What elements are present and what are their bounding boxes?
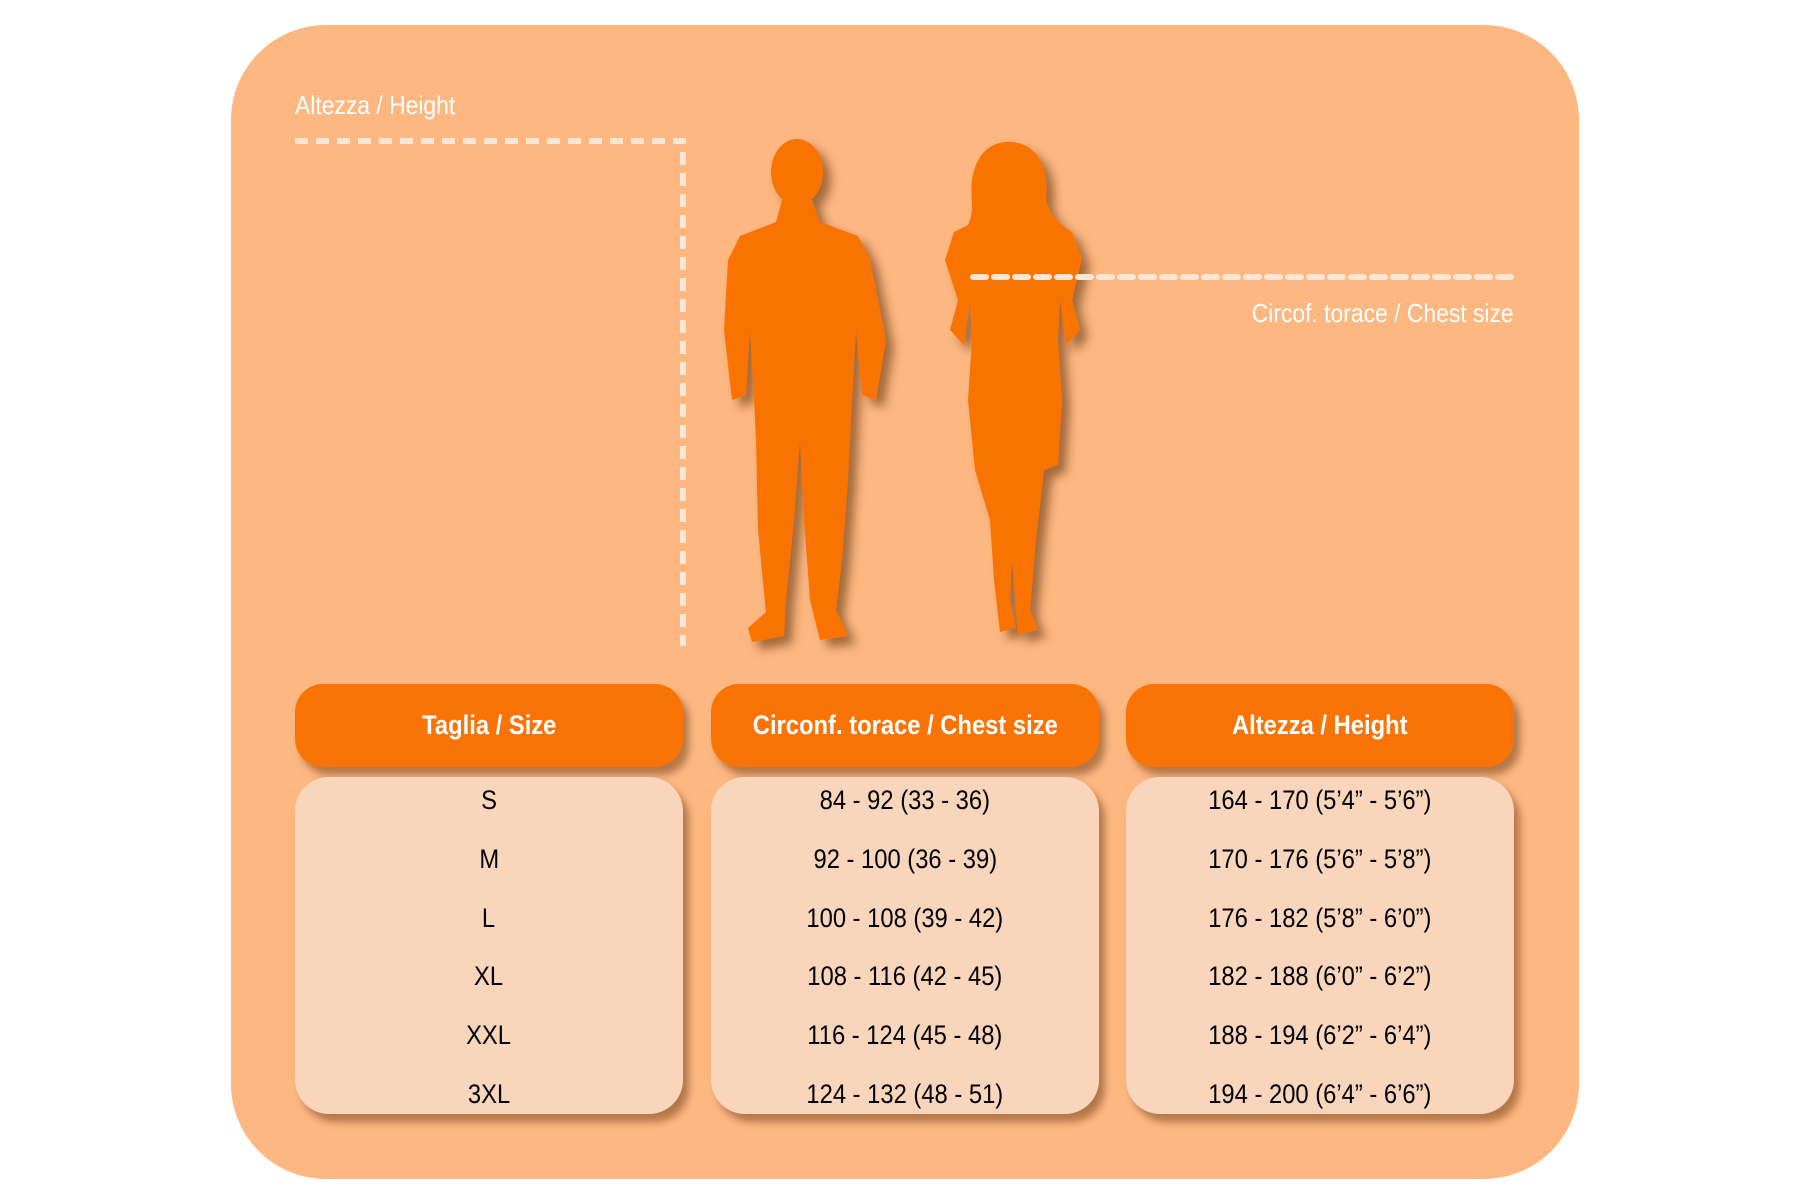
cell-text: 108 - 116 (42 - 45) [807, 961, 1003, 991]
table-cell: 100 - 108 (39 - 42) [711, 903, 1099, 934]
table-cell: XL [295, 961, 683, 992]
column-header: Altezza / Height [1126, 684, 1514, 767]
table-cell: 164 - 170 (5’4” - 5’6”) [1126, 785, 1514, 816]
cell-text: 170 - 176 (5’6” - 5’8”) [1208, 844, 1432, 874]
header-text: Altezza / Height [1232, 710, 1408, 740]
cell-text: M [479, 844, 499, 874]
cell-text: 116 - 124 (45 - 48) [807, 1020, 1003, 1050]
man-silhouette [724, 139, 886, 642]
cell-text: L [482, 903, 496, 933]
table-cell: 92 - 100 (36 - 39) [711, 844, 1099, 875]
cell-text: 100 - 108 (39 - 42) [806, 903, 1004, 933]
table-cell: 194 - 200 (6’4” - 6’6”) [1126, 1079, 1514, 1110]
cell-text: 3XL [467, 1079, 511, 1109]
table-cell: 188 - 194 (6’2” - 6’4”) [1126, 1020, 1514, 1051]
table-cell: S [295, 785, 683, 816]
cell-text: 188 - 194 (6’2” - 6’4”) [1208, 1020, 1432, 1050]
cell-text: 92 - 100 (36 - 39) [813, 844, 997, 874]
table-cell: 182 - 188 (6’0” - 6’2”) [1126, 961, 1514, 992]
table-cell: 108 - 116 (42 - 45) [711, 961, 1099, 992]
column-header: Circonf. torace / Chest size [711, 684, 1099, 767]
table-cell: 84 - 92 (33 - 36) [711, 785, 1099, 816]
table-cell: M [295, 844, 683, 875]
cell-text: 176 - 182 (5’8” - 6’0”) [1208, 903, 1432, 933]
column-body: 84 - 92 (33 - 36) 92 - 100 (36 - 39) 100 -… [711, 777, 1099, 1114]
table-cell: XXL [295, 1020, 683, 1051]
column-header: Taglia / Size [295, 684, 683, 767]
table-cell: 170 - 176 (5’6” - 5’8”) [1126, 844, 1514, 875]
table-cell: 124 - 132 (48 - 51) [711, 1079, 1099, 1110]
column-body: S M L XL XXL 3XL [295, 777, 683, 1114]
cell-text: 124 - 132 (48 - 51) [806, 1079, 1004, 1109]
woman-silhouette [945, 141, 1082, 635]
cell-text: S [481, 785, 497, 815]
table-cell: 3XL [295, 1079, 683, 1110]
cell-text: XXL [466, 1020, 512, 1050]
chest-label: Circof. torace / Chest size [1252, 298, 1514, 328]
cell-text: 164 - 170 (5’4” - 5’6”) [1208, 785, 1432, 815]
cell-text: XL [474, 961, 504, 991]
table-cell: 176 - 182 (5’8” - 6’0”) [1126, 903, 1514, 934]
header-text: Circonf. torace / Chest size [752, 710, 1058, 740]
table-cell: L [295, 903, 683, 934]
header-text: Taglia / Size [421, 710, 557, 740]
table-cell: 116 - 124 (45 - 48) [711, 1020, 1099, 1051]
height-label: Altezza / Height [295, 90, 456, 120]
cell-text: 84 - 92 (33 - 36) [819, 785, 991, 815]
cell-text: 194 - 200 (6’4” - 6’6”) [1208, 1079, 1432, 1109]
height-guide [295, 138, 686, 646]
column-body: 164 - 170 (5’4” - 5’6”) 170 - 176 (5’6” -… [1126, 777, 1514, 1114]
cell-text: 182 - 188 (6’0” - 6’2”) [1208, 961, 1432, 991]
